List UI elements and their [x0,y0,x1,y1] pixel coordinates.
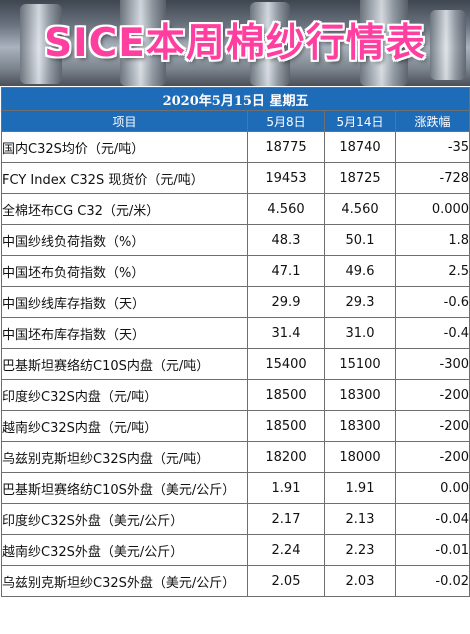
row-may14-cell: 2.23 [324,534,396,566]
row-name-cell: 国内C32S均价（元/吨） [1,131,248,163]
row-may8-cell: 18500 [247,410,325,442]
row-may8-cell: 1.91 [247,472,325,504]
table-row: 越南纱C32S内盘（元/吨） 18500 18300 -200 [1,410,470,442]
banner-title: SICE本周棉纱行情表 [44,21,426,66]
row-may14-cell: 18725 [324,162,396,194]
header-row: 项目 5月8日 5月14日 涨跌幅 [1,110,470,132]
banner: SICE本周棉纱行情表 [0,0,470,86]
row-name-cell: 中国纱线负荷指数（%） [1,224,248,256]
row-change-cell: 1.8 [394,224,470,256]
market-table: 2020年5月15日 星期五 项目 5月8日 5月14日 涨跌幅 国内C32S均… [0,87,470,597]
table-row: 乌兹别克斯坦纱C32S外盘（美元/公斤） 2.05 2.03 -0.02 [1,565,470,597]
row-may14-cell: 4.560 [324,193,396,225]
yarn-spool-image [430,10,466,80]
yarn-spool-image [250,2,290,86]
row-may14-cell: 31.0 [324,317,396,349]
row-change-cell: -200 [394,441,470,473]
row-change-cell: -300 [394,348,470,380]
row-name-cell: 巴基斯坦赛络纺C10S外盘（美元/公斤） [1,472,248,504]
row-may14-cell: 29.3 [324,286,396,318]
row-may14-cell: 18300 [324,410,396,442]
row-change-cell: -200 [394,379,470,411]
row-change-cell: -200 [394,410,470,442]
row-change-cell: -0.6 [394,286,470,318]
table-row: 乌兹别克斯坦纱C32S内盘（元/吨） 18200 18000 -200 [1,441,470,473]
column-header-may14: 5月14日 [324,110,396,132]
row-may14-cell: 18300 [324,379,396,411]
row-may8-cell: 15400 [247,348,325,380]
table-row: 巴基斯坦赛络纺C10S外盘（美元/公斤） 1.91 1.91 0.00 [1,472,470,504]
row-change-cell: 0.000 [394,193,470,225]
yarn-spool-image [120,0,166,86]
table-row: 印度纱C32S内盘（元/吨） 18500 18300 -200 [1,379,470,411]
row-may8-cell: 29.9 [247,286,325,318]
row-may14-cell: 15100 [324,348,396,380]
table-row: 中国纱线负荷指数（%） 48.3 50.1 1.8 [1,224,470,256]
row-change-cell: -728 [394,162,470,194]
row-may14-cell: 18000 [324,441,396,473]
row-may8-cell: 18500 [247,379,325,411]
row-change-cell: -0.4 [394,317,470,349]
table-row: 印度纱C32S外盘（美元/公斤） 2.17 2.13 -0.04 [1,503,470,535]
date-row: 2020年5月15日 星期五 [0,87,470,111]
row-name-cell: 中国纱线库存指数（天） [1,286,248,318]
row-may14-cell: 2.13 [324,503,396,535]
yarn-spool-image [360,0,408,86]
table-row: 越南纱C32S外盘（美元/公斤） 2.24 2.23 -0.01 [1,534,470,566]
date-label: 2020年5月15日 星期五 [0,87,470,111]
row-name-cell: 印度纱C32S内盘（元/吨） [1,379,248,411]
table-row: 巴基斯坦赛络纺C10S内盘（元/吨） 15400 15100 -300 [1,348,470,380]
table-row: 中国坯布库存指数（天） 31.4 31.0 -0.4 [1,317,470,349]
row-may14-cell: 18740 [324,131,396,163]
row-may8-cell: 18775 [247,131,325,163]
table-row: 国内C32S均价（元/吨） 18775 18740 -35 [1,131,470,163]
row-may8-cell: 18200 [247,441,325,473]
row-may8-cell: 48.3 [247,224,325,256]
row-may8-cell: 2.24 [247,534,325,566]
row-name-cell: 中国坯布库存指数（天） [1,317,248,349]
row-name-cell: 越南纱C32S外盘（美元/公斤） [1,534,248,566]
row-name-cell: 越南纱C32S内盘（元/吨） [1,410,248,442]
row-name-cell: 全棉坯布CG C32（元/米） [1,193,248,225]
column-header-may8: 5月8日 [247,110,325,132]
row-change-cell: 2.5 [394,255,470,287]
row-name-cell: FCY Index C32S 现货价（元/吨） [1,162,248,194]
row-may8-cell: 4.560 [247,193,325,225]
row-name-cell: 巴基斯坦赛络纺C10S内盘（元/吨） [1,348,248,380]
row-change-cell: 0.00 [394,472,470,504]
row-name-cell: 中国坯布负荷指数（%） [1,255,248,287]
row-may8-cell: 47.1 [247,255,325,287]
row-change-cell: -0.04 [394,503,470,535]
table-row: 中国坯布负荷指数（%） 47.1 49.6 2.5 [1,255,470,287]
row-may14-cell: 2.03 [324,565,396,597]
table-row: FCY Index C32S 现货价（元/吨） 19453 18725 -728 [1,162,470,194]
yarn-spool-image [20,4,62,84]
row-name-cell: 乌兹别克斯坦纱C32S内盘（元/吨） [1,441,248,473]
row-change-cell: -35 [394,131,470,163]
row-may8-cell: 19453 [247,162,325,194]
row-may8-cell: 2.17 [247,503,325,535]
row-may14-cell: 49.6 [324,255,396,287]
row-may14-cell: 50.1 [324,224,396,256]
table-row: 全棉坯布CG C32（元/米） 4.560 4.560 0.000 [1,193,470,225]
column-header-item: 项目 [1,110,248,132]
row-may14-cell: 1.91 [324,472,396,504]
row-may8-cell: 2.05 [247,565,325,597]
row-change-cell: -0.02 [394,565,470,597]
row-may8-cell: 31.4 [247,317,325,349]
table-row: 中国纱线库存指数（天） 29.9 29.3 -0.6 [1,286,470,318]
row-name-cell: 乌兹别克斯坦纱C32S外盘（美元/公斤） [1,565,248,597]
row-name-cell: 印度纱C32S外盘（美元/公斤） [1,503,248,535]
column-header-change: 涨跌幅 [394,110,470,132]
row-change-cell: -0.01 [394,534,470,566]
